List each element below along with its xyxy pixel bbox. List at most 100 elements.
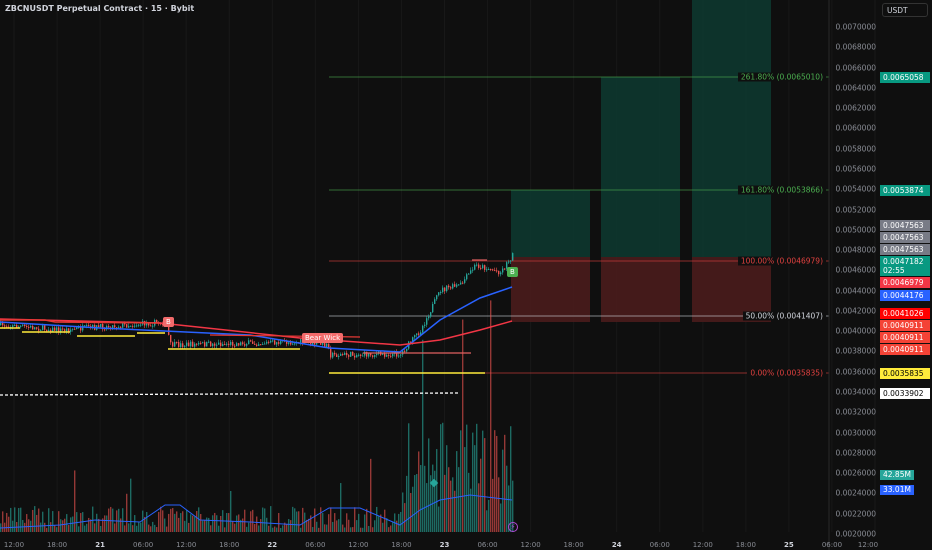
- volume-bar: [44, 522, 46, 532]
- candle-body: [242, 342, 244, 345]
- volume-bar: [284, 522, 286, 532]
- candle-body: [512, 253, 514, 261]
- volume-bar: [398, 513, 400, 532]
- signal-b-label[interactable]: B: [163, 317, 174, 327]
- candle-body: [46, 329, 48, 332]
- volume-bar: [32, 509, 34, 532]
- volume-bar: [186, 510, 188, 532]
- candle-body: [396, 351, 398, 357]
- volume-bar: [256, 516, 258, 532]
- volume-bar: [100, 525, 102, 532]
- candle-body: [438, 292, 440, 296]
- time-axis-label: 12:00: [520, 541, 541, 549]
- candle-body: [238, 343, 240, 346]
- candle-body: [336, 354, 338, 358]
- volume-bar: [64, 518, 66, 532]
- candle-body: [414, 335, 416, 338]
- candle-body: [506, 262, 508, 269]
- symbol-title[interactable]: ZBCNUSDT Perpetual Contract · 15 · Bybit: [5, 4, 195, 13]
- candle-body: [72, 328, 74, 330]
- candle-body: [126, 324, 128, 328]
- candle-body: [262, 343, 264, 345]
- candle-body: [480, 267, 482, 269]
- lightning-icon[interactable]: ⚡: [508, 522, 518, 532]
- take-profit-zone: [511, 190, 590, 257]
- support-tag: 0.0035835: [880, 368, 930, 379]
- candle-body: [294, 343, 296, 345]
- volume-bar: [512, 480, 514, 532]
- volume-bar: [198, 507, 200, 532]
- candle-body: [202, 342, 204, 344]
- volume-bar: [416, 474, 418, 532]
- time-axis-label: 25: [784, 541, 794, 549]
- candle-body: [178, 342, 180, 347]
- volume-bar: [482, 430, 484, 532]
- candle-body: [364, 351, 366, 356]
- volume-bar: [478, 483, 480, 532]
- ema-fast-tag: 0.0044176: [880, 290, 930, 301]
- price-axis-label: 0.0048000: [835, 245, 876, 255]
- candle-body: [342, 354, 344, 356]
- volume-bar: [106, 515, 108, 532]
- candle-body: [36, 327, 38, 329]
- candle-body: [492, 269, 494, 271]
- candle-body: [334, 352, 336, 355]
- candle-body: [310, 342, 312, 345]
- candle-body: [276, 342, 278, 345]
- candle-body: [100, 323, 102, 327]
- bear-wick-label[interactable]: Bear Wick: [302, 333, 344, 343]
- volume-bar: [404, 503, 406, 532]
- candle-body: [450, 287, 452, 289]
- price-axis-label: 0.0066000: [835, 63, 876, 73]
- candle-body: [266, 341, 268, 344]
- candle-body: [118, 326, 120, 328]
- signal-b-label[interactable]: B: [507, 267, 518, 277]
- candle-body: [290, 342, 292, 345]
- candle-body: [84, 325, 86, 327]
- volume-bar: [352, 527, 354, 532]
- candle-body: [324, 341, 326, 348]
- fib-label-50: 50.00% (0.0041407): [742, 311, 826, 321]
- currency-selector[interactable]: USDT: [882, 3, 928, 17]
- candle-body: [74, 328, 76, 330]
- time-axis-label: 12:00: [348, 541, 369, 549]
- candle-body: [436, 295, 438, 300]
- volume-bar: [422, 339, 424, 532]
- candle-body: [132, 325, 134, 327]
- volume-bar: [346, 513, 348, 532]
- last-price: 0.0047182: [883, 257, 924, 266]
- candle-body: [320, 342, 322, 345]
- price-tag: 0.0040911: [880, 344, 930, 355]
- candle-body: [338, 355, 340, 358]
- volume-bar: [354, 507, 356, 532]
- volume-bar: [68, 525, 70, 532]
- volume-bar: [76, 512, 78, 532]
- candle-body: [508, 261, 510, 263]
- volume-bar: [462, 319, 464, 532]
- candle-body: [484, 265, 486, 270]
- candle-body: [226, 343, 228, 345]
- volume-bar: [430, 475, 432, 532]
- volume-bar: [26, 514, 28, 532]
- candle-body: [128, 325, 130, 328]
- candle-body: [190, 341, 192, 347]
- candle-body: [4, 325, 6, 327]
- candle-body: [88, 325, 90, 327]
- candle-body: [488, 268, 490, 270]
- position-boxes[interactable]: [511, 0, 771, 322]
- candle-body: [372, 355, 374, 357]
- candle-body: [214, 343, 216, 346]
- price-axis-label: 0.0028000: [835, 448, 876, 458]
- volume-bar: [296, 511, 298, 532]
- time-axis-label: 22: [267, 541, 278, 549]
- candle-body: [90, 326, 92, 328]
- candle-body: [52, 327, 54, 332]
- volume-bar: [118, 508, 120, 532]
- volume-bar: [498, 477, 500, 532]
- volume-bar: [344, 527, 346, 532]
- candle-body: [114, 325, 116, 328]
- time-axis-label: 12:00: [857, 541, 879, 549]
- volume-bar: [178, 517, 180, 532]
- volume-bar: [388, 527, 390, 532]
